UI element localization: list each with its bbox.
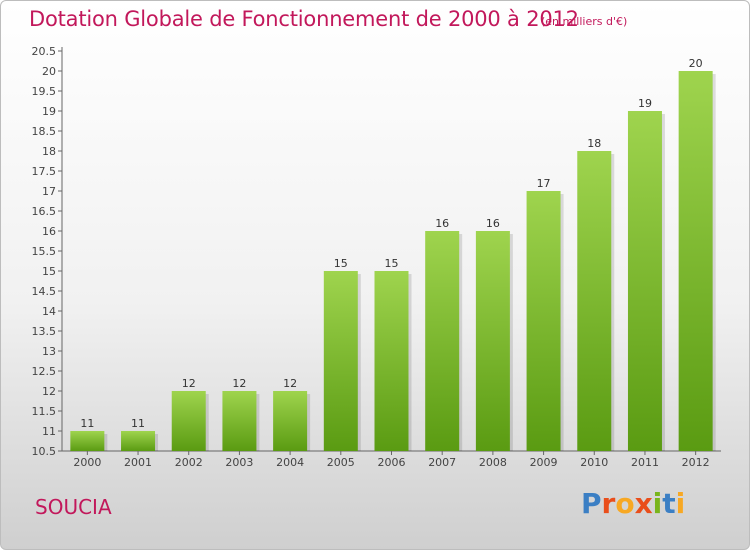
logo-letter: o [615, 487, 635, 520]
bar [627, 111, 662, 451]
y-tick-label: 14.5 [32, 285, 57, 298]
y-tick-label: 20.5 [32, 45, 57, 58]
y-tick-label: 17 [42, 185, 56, 198]
y-tick-label: 15 [42, 265, 56, 278]
x-tick-label: 2000 [73, 456, 101, 469]
bar [273, 391, 308, 451]
y-tick-label: 14 [42, 305, 56, 318]
bar [475, 231, 510, 451]
x-tick-label: 2010 [580, 456, 608, 469]
data-label: 17 [537, 177, 551, 190]
logo-letter: r [601, 487, 616, 520]
y-tick-label: 15.5 [32, 245, 57, 258]
data-label: 12 [232, 377, 246, 390]
y-tick-label: 12 [42, 385, 56, 398]
y-tick-label: 16 [42, 225, 56, 238]
y-tick-label: 19 [42, 105, 56, 118]
y-tick-label: 16.5 [32, 205, 57, 218]
bar [171, 391, 206, 451]
data-label: 12 [182, 377, 196, 390]
data-label: 16 [435, 217, 449, 230]
x-tick-label: 2003 [225, 456, 253, 469]
x-tick-label: 2006 [378, 456, 406, 469]
x-tick-label: 2011 [631, 456, 659, 469]
data-label: 20 [689, 57, 703, 70]
chart-subtitle: (en milliers d'€) [541, 15, 628, 28]
bar [577, 151, 612, 451]
x-tick-label: 2002 [175, 456, 203, 469]
data-label: 11 [80, 417, 94, 430]
logo-letter: i [652, 487, 663, 520]
proxiti-logo: Proxiti [581, 487, 685, 520]
y-tick-label: 18 [42, 145, 56, 158]
data-label: 12 [283, 377, 297, 390]
bar [374, 271, 409, 451]
data-label: 15 [385, 257, 399, 270]
x-tick-label: 2001 [124, 456, 152, 469]
data-label: 15 [334, 257, 348, 270]
logo-letter: x [634, 487, 653, 520]
y-tick-label: 19.5 [32, 85, 57, 98]
y-tick-label: 11.5 [32, 405, 57, 418]
bar [121, 431, 156, 451]
y-tick-label: 12.5 [32, 365, 57, 378]
data-label: 11 [131, 417, 145, 430]
data-label: 16 [486, 217, 500, 230]
bar [678, 71, 713, 451]
y-tick-label: 13.5 [32, 325, 57, 338]
y-tick-label: 13 [42, 345, 56, 358]
y-tick-label: 17.5 [32, 165, 57, 178]
logo-letter: t [662, 487, 676, 520]
y-tick-label: 11 [42, 425, 56, 438]
y-tick-label: 10.5 [32, 445, 57, 458]
logo-letter: P [581, 487, 602, 520]
x-tick-label: 2007 [428, 456, 456, 469]
bar [425, 231, 460, 451]
bar [526, 191, 561, 451]
y-tick-label: 20 [42, 65, 56, 78]
bar [222, 391, 257, 451]
data-label: 18 [587, 137, 601, 150]
x-tick-label: 2008 [479, 456, 507, 469]
y-tick-label: 18.5 [32, 125, 57, 138]
commune-name: SOUCIA [35, 495, 112, 519]
bar [70, 431, 105, 451]
logo-letter: i [675, 487, 686, 520]
x-tick-label: 2009 [530, 456, 558, 469]
data-label: 19 [638, 97, 652, 110]
bar [323, 271, 358, 451]
x-tick-label: 2012 [682, 456, 710, 469]
chart-title: Dotation Globale de Fonctionnement de 20… [29, 7, 579, 31]
x-tick-label: 2004 [276, 456, 304, 469]
x-tick-label: 2005 [327, 456, 355, 469]
